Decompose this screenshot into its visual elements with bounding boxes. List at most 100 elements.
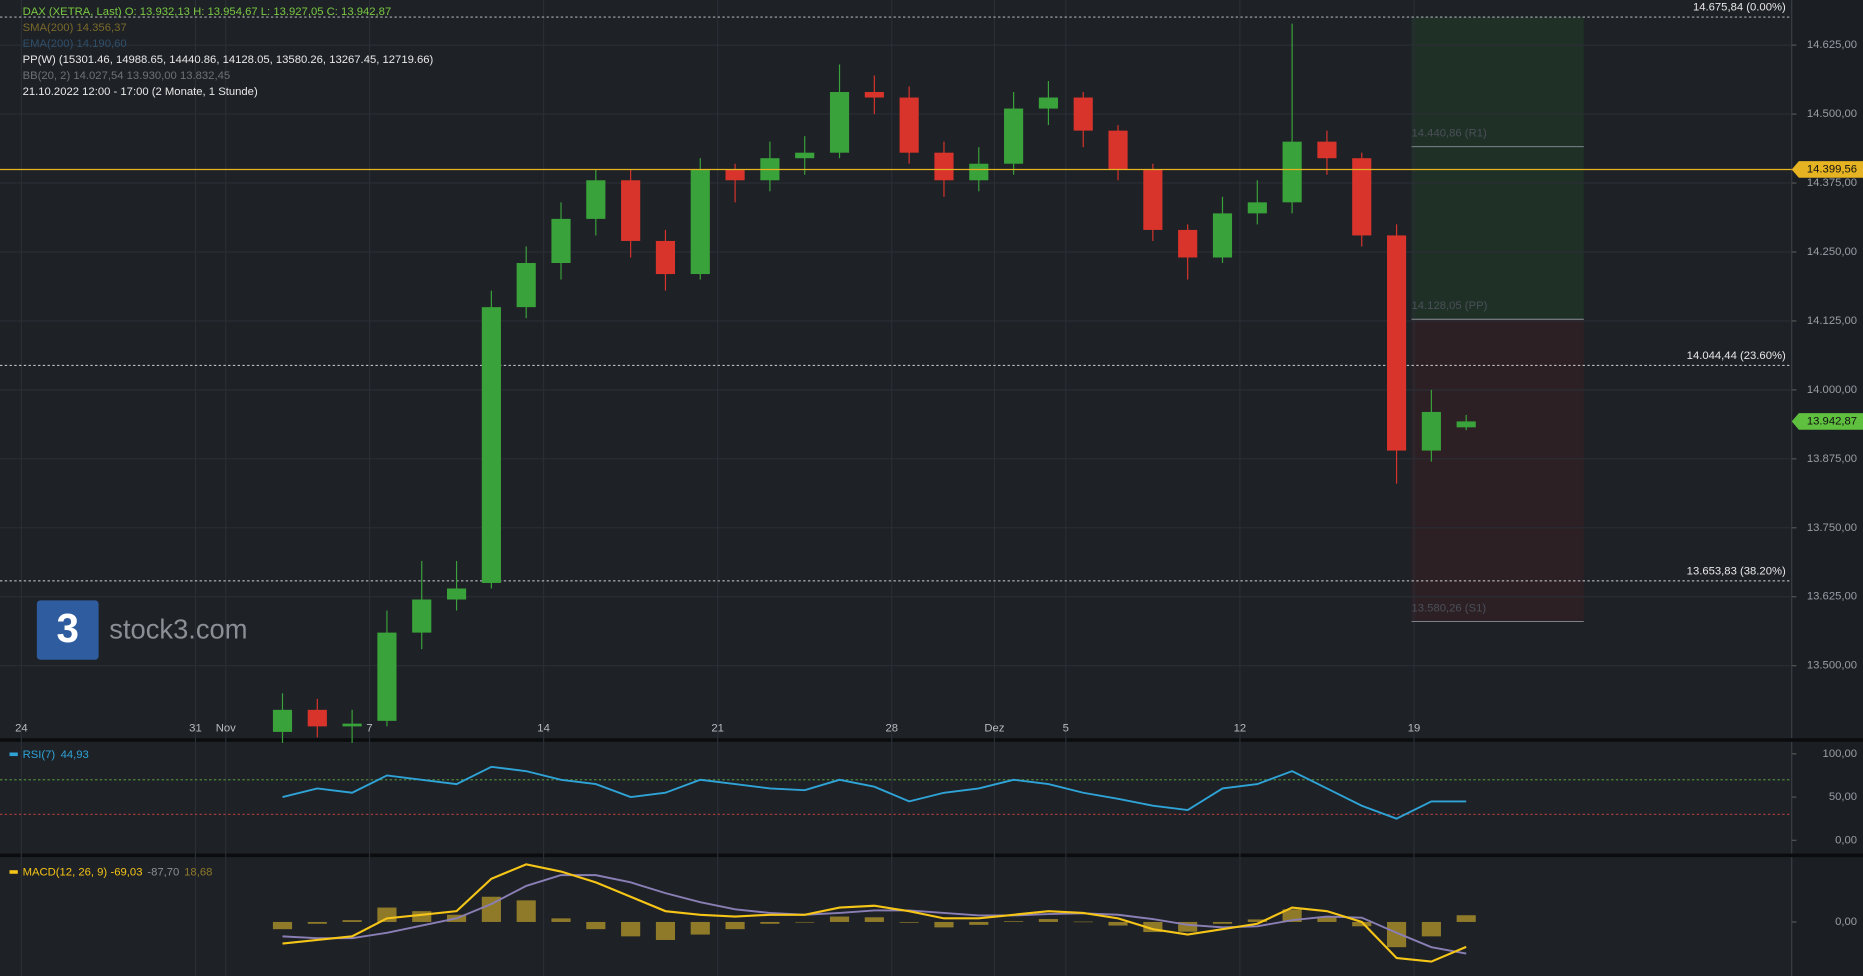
candle-body bbox=[1143, 169, 1163, 230]
macd-histogram bbox=[1004, 921, 1024, 922]
candle-body bbox=[1456, 421, 1476, 428]
candle-body bbox=[690, 169, 710, 275]
candle-body bbox=[412, 599, 432, 633]
pivot-zone-down bbox=[1411, 319, 1584, 622]
macd-histogram bbox=[690, 921, 710, 935]
macd-histogram bbox=[1421, 921, 1441, 937]
macd-histogram bbox=[412, 911, 432, 922]
pivot-label: 13.580,26 (S1) bbox=[1412, 602, 1487, 614]
y-tick-label: 14.625,00 bbox=[1807, 39, 1857, 51]
price-tag bbox=[1791, 413, 1863, 430]
y-tick-label: 14.375,00 bbox=[1807, 177, 1857, 189]
logo: 3 bbox=[56, 605, 78, 651]
candle-body bbox=[586, 180, 606, 219]
axis-strip bbox=[1791, 0, 1863, 976]
candle-body bbox=[377, 632, 397, 721]
y-tick-label: 0,00 bbox=[1835, 834, 1857, 846]
legend-line: EMA(200) 14.190,60 bbox=[23, 38, 127, 50]
legend-line: SMA(200) 14.356,37 bbox=[23, 22, 127, 34]
x-tick-label: 7 bbox=[366, 723, 372, 735]
legend-line: 21.10.2022 12:00 - 17:00 (2 Monate, 1 St… bbox=[23, 86, 258, 98]
macd-histogram bbox=[1212, 921, 1233, 924]
macd-histogram bbox=[1386, 921, 1407, 948]
candle-body bbox=[516, 263, 536, 308]
y-tick-label: 14.500,00 bbox=[1807, 108, 1857, 120]
macd-current: 18,68 bbox=[184, 867, 212, 879]
macd-histogram bbox=[899, 921, 919, 923]
macd-current: -87,70 bbox=[147, 867, 179, 879]
candle-body bbox=[1004, 108, 1024, 164]
candle-body bbox=[1073, 97, 1093, 131]
x-tick-label: 21 bbox=[711, 723, 724, 735]
watermark: stock3.com bbox=[109, 613, 247, 644]
x-tick-label: 24 bbox=[15, 723, 28, 735]
candle-body bbox=[272, 709, 293, 732]
y-tick-label: 50,00 bbox=[1829, 791, 1857, 803]
y-tick-label: 13.500,00 bbox=[1807, 660, 1857, 672]
y-tick-label: 13.875,00 bbox=[1807, 453, 1857, 465]
candle-body bbox=[969, 163, 989, 181]
macd-histogram bbox=[934, 921, 954, 928]
candle-body bbox=[446, 588, 467, 600]
candle-body bbox=[1178, 229, 1198, 258]
x-tick-label: 5 bbox=[1063, 723, 1069, 735]
legend-line: BB(20, 2) 14.027,54 13.930,00 13.832,45 bbox=[23, 70, 231, 82]
macd-line bbox=[282, 863, 1467, 963]
price-tag-label: 13.942,87 bbox=[1807, 415, 1857, 427]
price-tag-label: 14.399,56 bbox=[1807, 163, 1857, 175]
candle-body bbox=[795, 152, 815, 159]
macd-histogram bbox=[795, 921, 815, 923]
macd-histogram bbox=[1108, 921, 1128, 926]
candle-body bbox=[934, 152, 954, 181]
rsi-marker bbox=[9, 752, 18, 757]
candle-body bbox=[1317, 141, 1337, 159]
candle-body bbox=[1421, 411, 1441, 451]
candle-body bbox=[1108, 130, 1128, 170]
x-tick-label: 14 bbox=[537, 723, 550, 735]
macd-marker bbox=[9, 870, 18, 874]
fib-label: 14.044,44 (23.60%) bbox=[1687, 350, 1786, 362]
macd-histogram bbox=[342, 920, 362, 922]
x-tick-label: Nov bbox=[216, 723, 236, 735]
rsi-line bbox=[282, 765, 1467, 820]
macd-histogram bbox=[864, 917, 884, 922]
candle-body bbox=[725, 169, 745, 181]
macd-histogram bbox=[655, 921, 676, 940]
macd-histogram bbox=[1247, 919, 1267, 922]
y-tick-label: 0,00 bbox=[1835, 916, 1857, 928]
candle-body bbox=[1212, 213, 1233, 258]
macd-histogram bbox=[1178, 921, 1198, 932]
macd-title: MACD(12, 26, 9) bbox=[23, 867, 108, 879]
y-tick-label: 13.750,00 bbox=[1807, 522, 1857, 534]
x-tick-label: 12 bbox=[1234, 723, 1247, 735]
panel-separator bbox=[0, 738, 1863, 742]
macd-histogram bbox=[377, 907, 397, 922]
macd-histogram bbox=[551, 918, 571, 922]
macd-current: -69,03 bbox=[110, 867, 142, 879]
macd-histogram bbox=[1038, 919, 1058, 922]
macd-histogram bbox=[760, 921, 780, 924]
y-tick-label: 13.625,00 bbox=[1807, 591, 1857, 603]
macd-histogram bbox=[1456, 915, 1476, 922]
legend-line: DAX (XETRA, Last) O: 13.932,13 H: 13.954… bbox=[23, 6, 392, 18]
macd-signal bbox=[282, 874, 1467, 955]
candle-body bbox=[864, 92, 884, 98]
candle-body bbox=[829, 92, 850, 153]
candle-body bbox=[1386, 235, 1407, 451]
macd-histogram bbox=[829, 916, 850, 922]
candle-body bbox=[342, 723, 362, 727]
candle-body bbox=[899, 97, 919, 153]
macd-histogram bbox=[621, 921, 641, 937]
pivot-label: 14.128,05 (PP) bbox=[1412, 300, 1488, 312]
macd-histogram bbox=[725, 921, 745, 930]
fib-label: 13.653,83 (38.20%) bbox=[1687, 565, 1786, 577]
pivot-zone-up bbox=[1411, 17, 1584, 320]
panel-separator bbox=[0, 853, 1863, 858]
macd-histogram bbox=[1317, 916, 1337, 922]
y-tick-label: 14.250,00 bbox=[1807, 246, 1857, 258]
macd-histogram bbox=[586, 921, 606, 930]
candle-body bbox=[1352, 158, 1372, 236]
